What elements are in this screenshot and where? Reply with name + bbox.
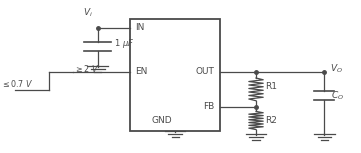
Text: $\geq 2\ V$: $\geq 2\ V$ bbox=[74, 63, 100, 74]
Bar bbox=[130, 19, 220, 131]
Text: EN: EN bbox=[135, 67, 148, 76]
Text: IN: IN bbox=[135, 23, 145, 32]
Text: FB: FB bbox=[203, 102, 215, 111]
Text: $C_O$: $C_O$ bbox=[331, 89, 344, 102]
Text: R1: R1 bbox=[265, 82, 277, 91]
Text: $1\ \mu F$: $1\ \mu F$ bbox=[114, 37, 134, 50]
Text: OUT: OUT bbox=[196, 67, 215, 76]
Text: GND: GND bbox=[152, 116, 172, 125]
Text: $V_O$: $V_O$ bbox=[330, 63, 343, 75]
Text: $\leq 0.7\ V$: $\leq 0.7\ V$ bbox=[1, 78, 34, 89]
Text: $V_i$: $V_i$ bbox=[83, 7, 93, 19]
Text: R2: R2 bbox=[265, 116, 277, 125]
